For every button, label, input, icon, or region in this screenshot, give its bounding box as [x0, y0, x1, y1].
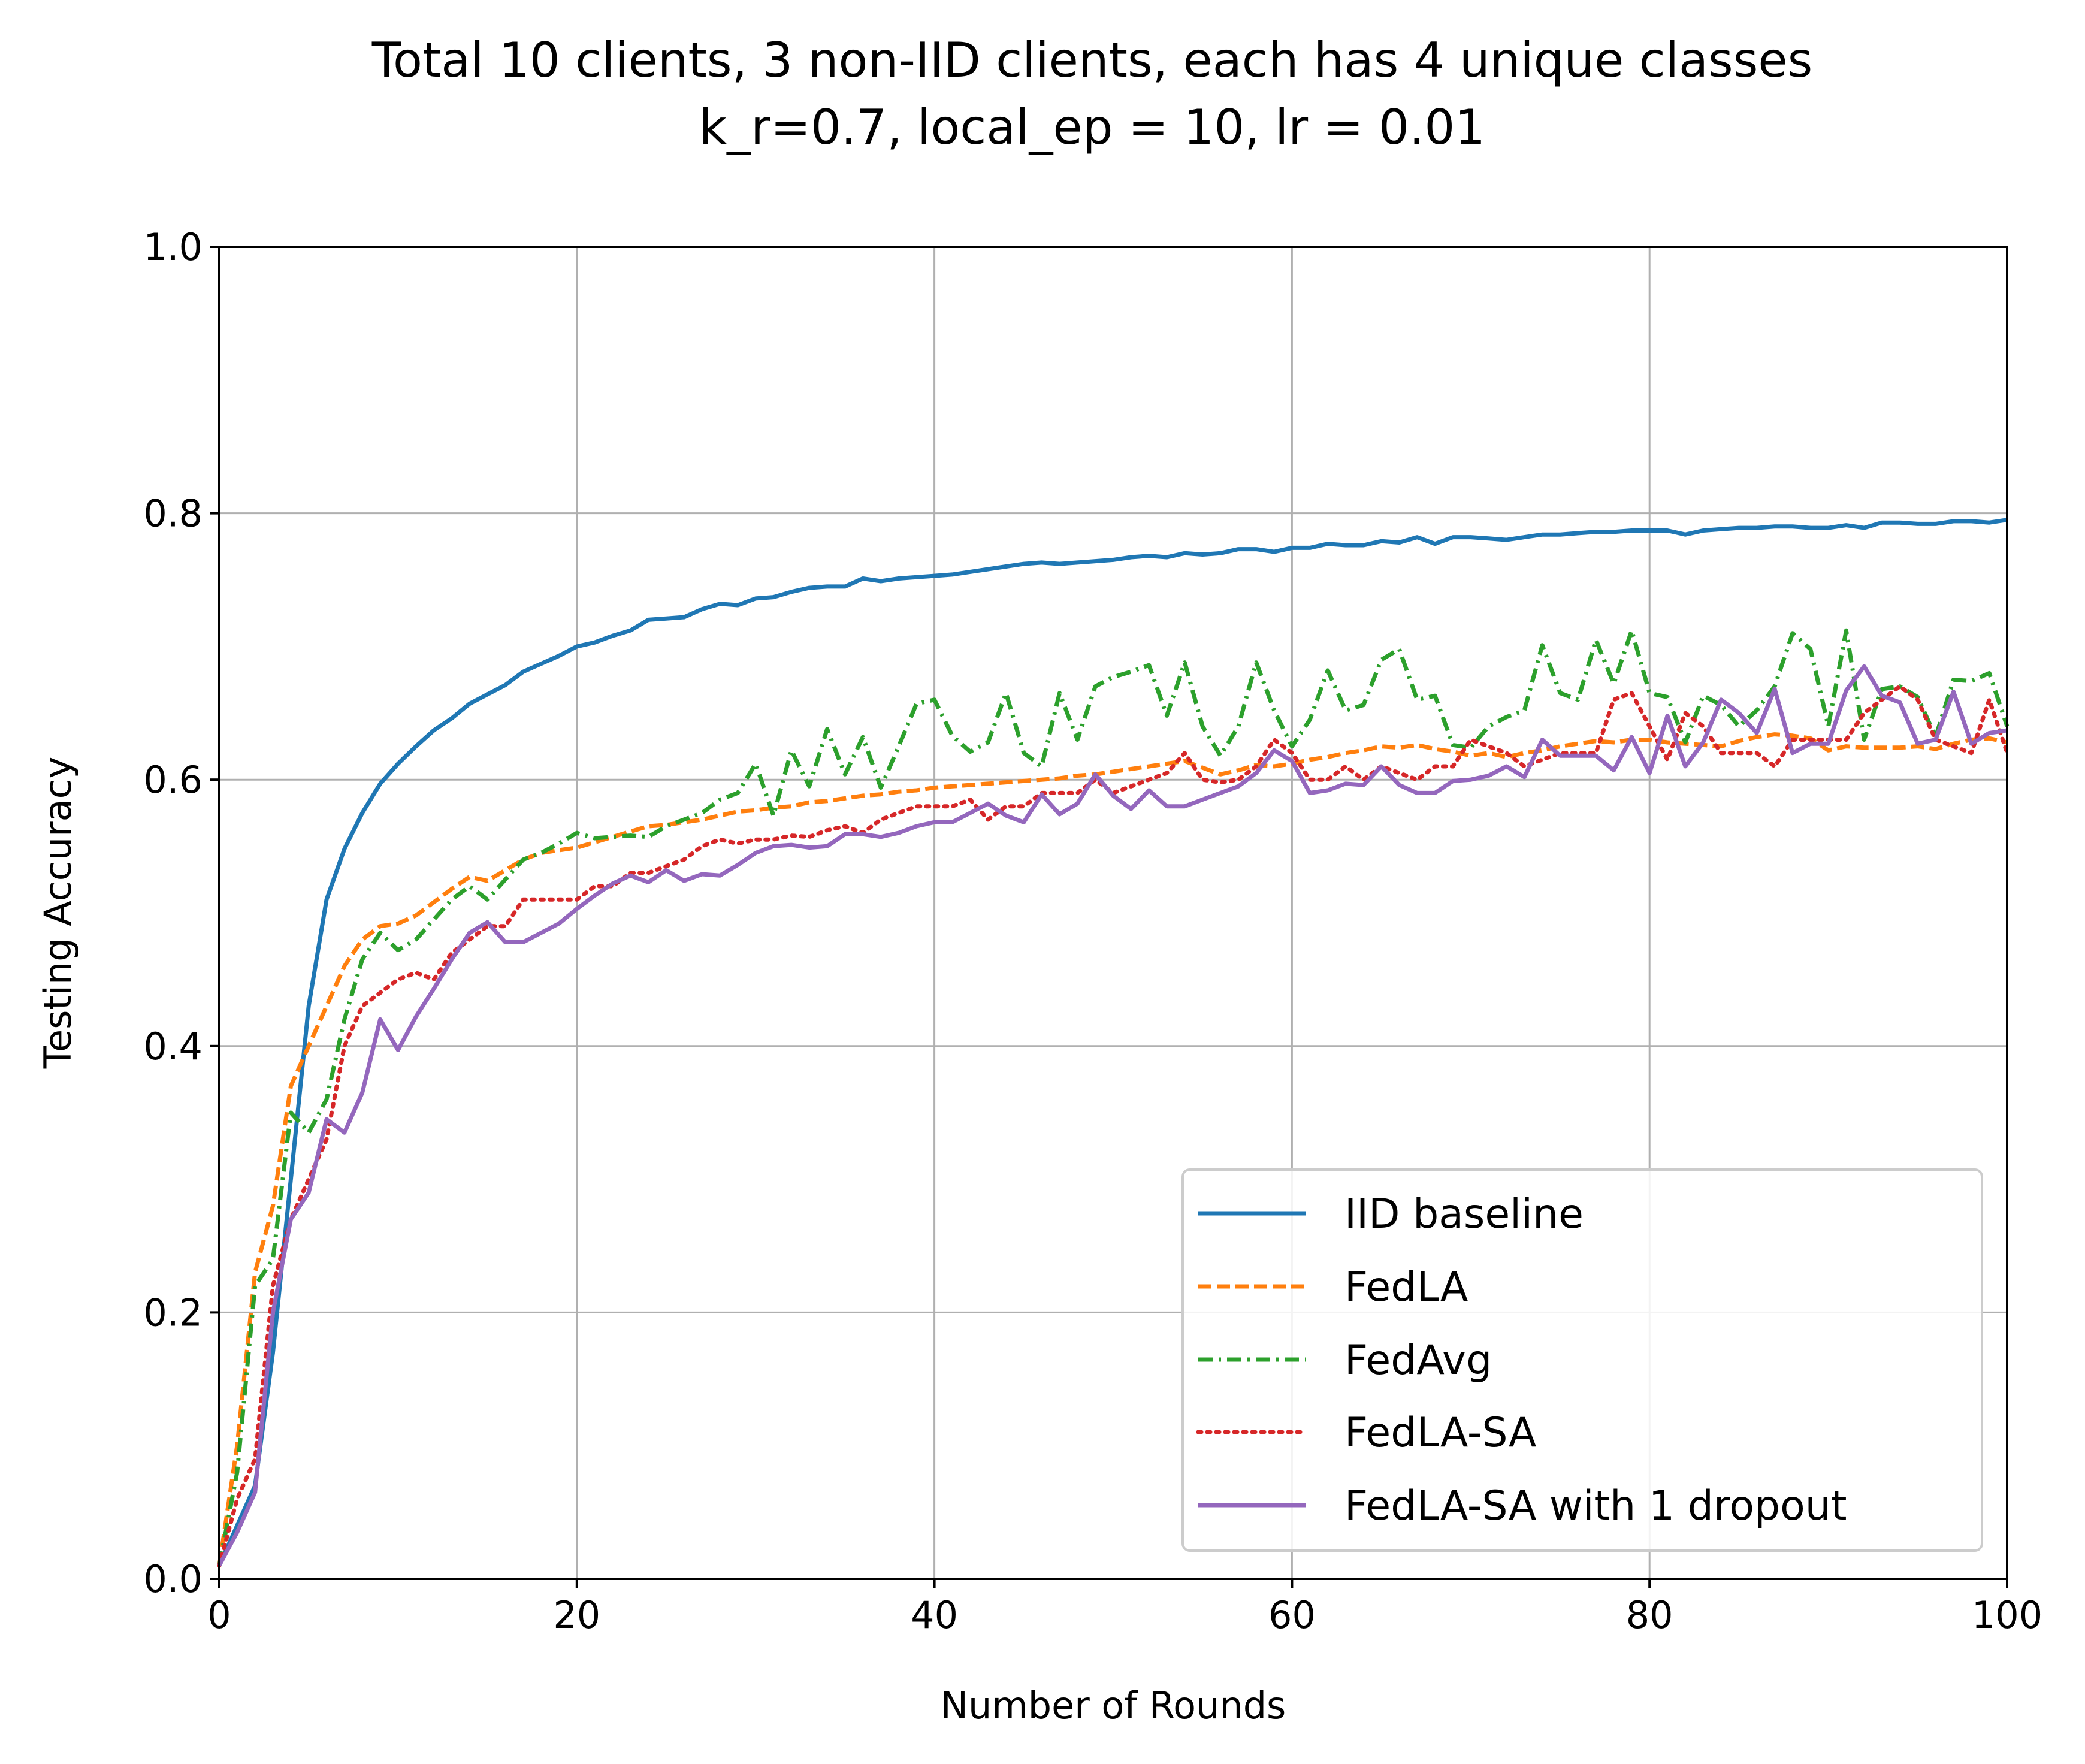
legend: IID baseline FedLA FedAvg FedLA-SA FedLA-SA …	[1182, 1168, 1983, 1552]
y-axis: 0.0 0.2 0.4 0.6 0.8 1.0	[143, 225, 219, 1601]
legend-box	[1182, 1168, 1983, 1552]
y-tick-label: 0.0	[143, 1557, 203, 1601]
series-line-fedavg	[217, 628, 2010, 1566]
series-line-iid-baseline	[217, 518, 2008, 1567]
x-tick-label: 100	[1972, 1593, 2042, 1637]
legend-label: FedLA	[1344, 1264, 1468, 1311]
chart-title: Total 10 clients, 3 non-IID clients, eac…	[371, 32, 1813, 88]
legend-label: IID baseline	[1344, 1191, 1584, 1238]
grid-lines	[219, 247, 2007, 1579]
x-tick-label: 0	[207, 1593, 231, 1637]
legend-label: FedAvg	[1344, 1337, 1492, 1384]
y-tick-label: 0.4	[143, 1025, 203, 1068]
y-tick-label: 1.0	[143, 225, 203, 269]
plot-frame	[218, 246, 2008, 1580]
legend-items: IID baseline FedLA FedAvg FedLA-SA FedLA-SA …	[1196, 1191, 1847, 1530]
x-axis: 0 20 40 60 80 100	[207, 1579, 2042, 1637]
legend-label: FedLA-SA	[1344, 1409, 1536, 1457]
y-tick-label: 0.8	[143, 492, 203, 536]
y-tick-label: 0.2	[143, 1291, 203, 1334]
chart-subtitle: k_r=0.7, local_ep = 10, lr = 0.01	[699, 99, 1485, 155]
y-axis-label: Testing Accuracy	[36, 757, 80, 1070]
y-tick-label: 0.6	[143, 758, 203, 802]
series-layer	[217, 518, 2010, 1568]
series-line-fedla-sa-with-1-dropout	[217, 664, 2008, 1567]
legend-label: FedLA-SA with 1 dropout	[1344, 1482, 1847, 1530]
x-tick-label: 80	[1626, 1593, 1673, 1637]
x-axis-label: Number of Rounds	[941, 1684, 1286, 1727]
x-tick-label: 20	[553, 1593, 600, 1637]
x-tick-label: 40	[911, 1593, 958, 1637]
x-tick-label: 60	[1268, 1593, 1316, 1637]
